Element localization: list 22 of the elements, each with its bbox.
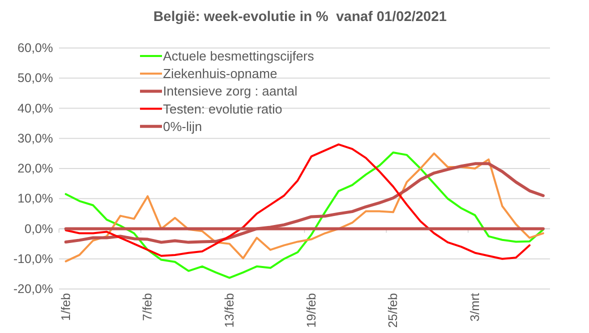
y-tick-label: -10,0% bbox=[13, 252, 53, 266]
x-tick-label: 19/feb bbox=[304, 292, 318, 328]
legend-label: 0%-lijn bbox=[163, 118, 202, 134]
y-tick-label: -20,0% bbox=[13, 282, 53, 296]
y-tick-label: 60,0% bbox=[18, 41, 53, 55]
legend-label: Intensieve zorg : aantal bbox=[163, 84, 298, 99]
line-series bbox=[64, 162, 545, 244]
x-tick-label: 3/mrt bbox=[468, 292, 482, 322]
legend-label: Actuele besmettingscijfers bbox=[163, 48, 315, 64]
legend-label: Testen: evolutie ratio bbox=[163, 101, 282, 116]
y-tick-label: 50,0% bbox=[18, 71, 53, 86]
x-tick-label: 7/feb bbox=[140, 292, 155, 321]
y-tick-label: 30,0% bbox=[18, 131, 53, 146]
y-tick-label: 10,0% bbox=[18, 192, 53, 206]
y-tick-label: 20,0% bbox=[18, 162, 53, 176]
legend-label: Ziekenhuis-opname bbox=[163, 66, 278, 82]
chart-title: België: week-evolutie in % vanaf 01/02/2021 bbox=[153, 8, 447, 24]
x-tick-label: 25/feb bbox=[386, 292, 400, 328]
x-tick-label: 13/feb bbox=[222, 292, 236, 328]
x-tick-label: 1/feb bbox=[58, 292, 73, 321]
y-tick-label: 40,0% bbox=[18, 101, 53, 116]
y-tick-label: 0,0% bbox=[24, 222, 53, 236]
